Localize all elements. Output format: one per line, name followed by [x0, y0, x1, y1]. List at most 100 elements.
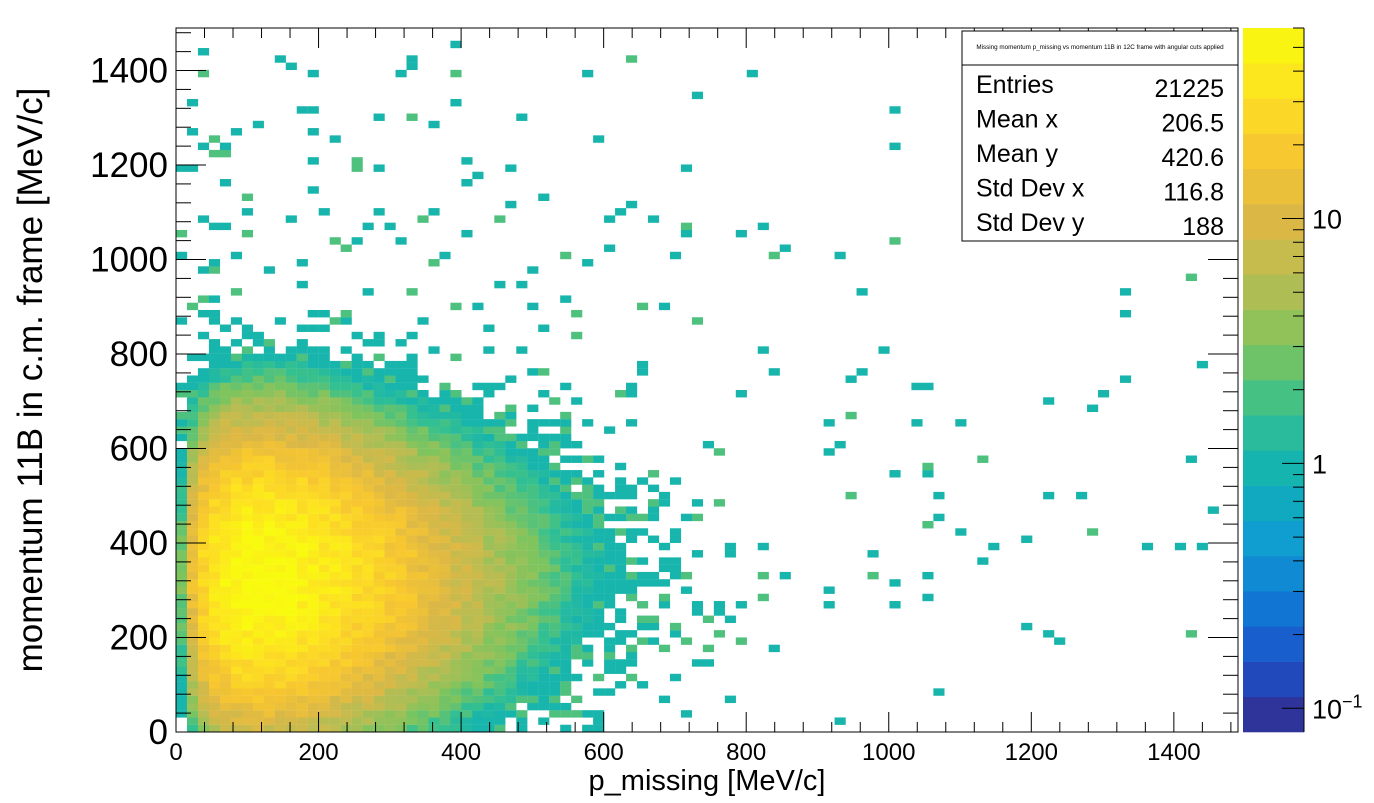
heatmap-cell	[252, 528, 264, 536]
heatmap-cell	[516, 615, 528, 624]
heatmap-cell	[472, 637, 484, 645]
heatmap-cell	[395, 717, 407, 725]
heatmap-cell	[395, 368, 407, 376]
heatmap-cell	[373, 688, 385, 696]
heatmap-cell	[637, 622, 649, 631]
heatmap-cell	[263, 695, 275, 704]
heatmap-cell	[472, 550, 484, 558]
heatmap-cell	[439, 477, 451, 485]
heatmap-cell	[208, 724, 221, 733]
heatmap-cell	[571, 331, 583, 340]
heatmap-cell	[384, 448, 396, 456]
heatmap-cell	[439, 651, 451, 660]
heatmap-cell	[208, 309, 221, 318]
heatmap-cell	[461, 499, 473, 507]
heatmap-cell	[252, 593, 264, 602]
heatmap-cell	[582, 601, 594, 609]
heatmap-cell	[658, 593, 671, 602]
heatmap-cell	[307, 673, 319, 682]
heatmap-cell	[615, 666, 627, 674]
heatmap-cell	[351, 477, 363, 485]
heatmap-cell	[208, 295, 221, 303]
heatmap-cell	[296, 535, 308, 543]
heatmap-cell	[263, 266, 275, 274]
heatmap-cell	[417, 404, 429, 412]
heatmap-cell	[658, 491, 671, 500]
heatmap-cell	[395, 666, 407, 674]
heatmap-cell	[428, 550, 440, 558]
heatmap-cell	[571, 520, 583, 529]
heatmap-cell	[230, 528, 243, 536]
heatmap-cell	[604, 426, 616, 434]
heatmap-cell	[186, 513, 199, 522]
heatmap-cell	[582, 593, 594, 602]
heatmap-cell	[307, 630, 319, 638]
heatmap-cell	[296, 688, 308, 696]
heatmap-cell	[757, 346, 769, 354]
heatmap-cell	[604, 564, 616, 573]
heatmap-cell	[560, 724, 572, 733]
heatmap-cell	[263, 339, 275, 347]
heatmap-cell	[439, 688, 451, 696]
heatmap-cell	[516, 470, 528, 478]
heatmap-cell	[735, 390, 747, 398]
heatmap-cell	[208, 360, 221, 369]
heatmap-cell	[274, 542, 286, 551]
heatmap-cell	[307, 564, 319, 573]
heatmap-cell	[582, 69, 594, 78]
heatmap-cell	[406, 477, 418, 485]
heatmap-cell	[176, 586, 188, 594]
colorbar-segment	[1243, 485, 1304, 522]
heatmap-cell	[176, 666, 188, 674]
heatmap-cell	[197, 462, 210, 471]
heatmap-cell	[527, 695, 539, 704]
heatmap-cell	[252, 651, 264, 660]
heatmap-cell	[483, 564, 495, 573]
heatmap-cell	[461, 579, 473, 587]
heatmap-cell	[384, 499, 396, 507]
heatmap-cell	[252, 484, 264, 493]
heatmap-cell	[527, 433, 539, 442]
heatmap-cell	[176, 601, 188, 609]
heatmap-cell	[208, 448, 221, 456]
heatmap-cell	[351, 360, 363, 369]
heatmap-cell	[318, 470, 330, 478]
heatmap-cell	[527, 470, 539, 478]
heatmap-cell	[406, 622, 418, 631]
heatmap-cell	[538, 477, 550, 485]
heatmap-cell	[351, 535, 363, 543]
heatmap-cell	[549, 397, 561, 405]
heatmap-cell	[735, 601, 747, 609]
heatmap-cell	[318, 513, 330, 522]
heatmap-cell	[461, 455, 473, 463]
heatmap-cell	[571, 637, 583, 645]
heatmap-cell	[362, 404, 374, 412]
heatmap-cell	[417, 651, 429, 660]
heatmap-cell	[252, 470, 264, 478]
heatmap-cell	[395, 695, 407, 704]
heatmap-cell	[450, 98, 462, 107]
heatmap-cell	[186, 353, 199, 362]
heatmap-cell	[186, 702, 199, 711]
heatmap-cell	[582, 586, 594, 594]
heatmap-cell	[186, 608, 199, 616]
heatmap-cell	[494, 426, 506, 434]
heatmap-cell	[593, 491, 605, 500]
heatmap-cell	[713, 608, 725, 616]
heatmap-cell	[527, 448, 539, 456]
heatmap-cell	[351, 622, 363, 631]
heatmap-cell	[208, 426, 221, 434]
heatmap-cell	[615, 491, 627, 500]
heatmap-cell	[362, 724, 374, 733]
heatmap-cell	[340, 390, 352, 398]
heatmap-cell	[428, 346, 440, 354]
heatmap-cell	[494, 513, 506, 522]
heatmap-cell	[428, 571, 440, 580]
heatmap-cell	[395, 433, 407, 442]
heatmap-cell	[439, 440, 451, 449]
heatmap-cell	[582, 564, 594, 573]
heatmap-cell	[406, 433, 418, 442]
heatmap-cell	[329, 462, 341, 471]
heatmap-cell	[527, 520, 539, 529]
